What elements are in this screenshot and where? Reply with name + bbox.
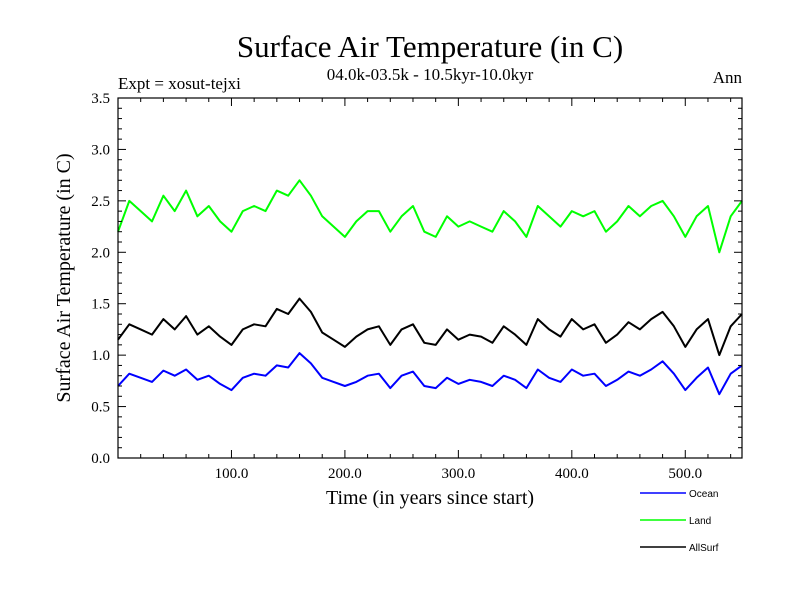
y-axis: 0.0 0.5 1.0 1.5 2.0 2.5 3.0 3.5: [91, 91, 742, 467]
series-line-allsurf: [117, 297, 743, 357]
series-line-ocean: [117, 352, 743, 396]
y-axis-label: Surface Air Temperature (in C): [53, 153, 75, 402]
x-axis-label: Time (in years since start): [326, 487, 534, 509]
legend-label-ocean: Ocean: [689, 489, 718, 500]
x-tick-label: 400.0: [555, 466, 589, 482]
x-tick-label: 300.0: [441, 466, 475, 482]
y-tick-label: 2.0: [91, 245, 110, 261]
y-tick-label: 3.5: [91, 91, 110, 107]
plot-area: 100.0 200.0 300.0 400.0 500.0 0.0 0.5 1.0 1.5 2.…: [91, 91, 743, 482]
legend-label-land: Land: [689, 516, 711, 527]
y-tick-label: 0.0: [91, 451, 110, 467]
x-tick-label: 500.0: [668, 466, 702, 482]
legend-label-allsurf: AllSurf: [689, 543, 719, 554]
chart-subtitle: 04.0k-03.5k - 10.5kyr-10.0kyr: [327, 65, 534, 84]
y-tick-label: 3.0: [91, 142, 110, 158]
y-tick-label: 1.0: [91, 348, 110, 364]
legend: Ocean Land AllSurf: [640, 489, 719, 554]
x-tick-label: 100.0: [215, 466, 249, 482]
series-layer: [117, 179, 743, 396]
plot-frame: [117, 97, 743, 459]
expt-label: Expt = xosut-tejxi: [118, 74, 241, 93]
y-tick-label: 2.5: [91, 194, 110, 210]
period-label: Ann: [713, 68, 743, 87]
x-tick-label: 200.0: [328, 466, 362, 482]
y-tick-label: 0.5: [91, 400, 110, 416]
chart-title: Surface Air Temperature (in C): [237, 29, 623, 64]
x-axis: 100.0 200.0 300.0 400.0 500.0: [117, 98, 732, 482]
y-tick-label: 1.5: [91, 297, 110, 313]
series-line-land: [117, 179, 743, 254]
